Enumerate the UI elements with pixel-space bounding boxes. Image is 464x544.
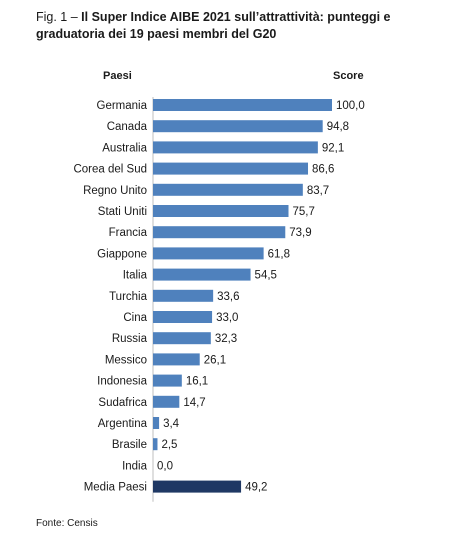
- category-label: Cina: [123, 312, 147, 324]
- bar: [153, 205, 289, 217]
- category-label: Sudafrica: [98, 397, 147, 409]
- data-label: 86,6: [312, 164, 334, 176]
- bar: [153, 268, 251, 281]
- value-column-header: Score: [333, 70, 364, 82]
- source-note: Fonte: Censis: [36, 518, 98, 529]
- category-label: Regno Unito: [83, 185, 147, 197]
- title-prefix: Fig. 1 –: [36, 10, 82, 24]
- bar: [153, 120, 323, 133]
- category-label: Argentina: [98, 418, 148, 430]
- category-label: Germania: [97, 100, 148, 112]
- data-label: 33,0: [216, 312, 238, 324]
- chart-title: Fig. 1 – Il Super Indice AIBE 2021 sull’…: [36, 9, 456, 43]
- data-label: 83,7: [307, 185, 329, 197]
- category-label: Francia: [109, 227, 148, 239]
- data-label: 16,1: [186, 376, 208, 388]
- bar: [153, 353, 200, 366]
- bar: [153, 247, 264, 260]
- bar: [153, 226, 286, 239]
- category-label: Italia: [123, 270, 148, 282]
- category-label: Indonesia: [97, 376, 147, 388]
- data-label: 75,7: [293, 206, 315, 218]
- category-label: Stati Uniti: [98, 206, 147, 218]
- category-label: Russia: [112, 333, 148, 345]
- bar: [153, 332, 211, 345]
- category-label: Messico: [105, 354, 147, 366]
- data-label: 32,3: [215, 333, 237, 345]
- data-label: 92,1: [322, 142, 344, 154]
- bar: [153, 438, 158, 451]
- category-label: India: [122, 460, 148, 472]
- bar: [153, 374, 182, 387]
- bar: [153, 141, 318, 154]
- category-label: Corea del Sud: [73, 164, 147, 176]
- title-text: Il Super Indice AIBE 2021 sull’attrattiv…: [36, 10, 391, 41]
- data-label: 14,7: [183, 397, 205, 409]
- data-label: 33,6: [217, 291, 239, 303]
- data-label: 2,5: [161, 439, 177, 451]
- category-label: Turchia: [109, 291, 148, 303]
- category-label: Australia: [102, 142, 147, 154]
- data-label: 54,5: [255, 270, 277, 282]
- bar: [153, 183, 303, 196]
- data-label: 100,0: [336, 100, 365, 112]
- category-label: Brasile: [112, 439, 147, 451]
- bar: [153, 417, 160, 429]
- data-label: 61,8: [268, 248, 290, 260]
- data-label: 0,0: [157, 460, 173, 472]
- bar: [153, 395, 180, 408]
- data-label: 26,1: [204, 354, 226, 366]
- data-label: 73,9: [289, 227, 311, 239]
- bar: [153, 311, 213, 323]
- bar: [153, 289, 214, 302]
- data-label: 94,8: [327, 121, 349, 133]
- data-label: 3,4: [163, 418, 180, 430]
- category-column-header: Paesi: [103, 70, 132, 82]
- category-label: Media Paesi: [84, 482, 147, 494]
- data-label: 49,2: [245, 482, 267, 494]
- category-label: Canada: [107, 121, 148, 133]
- bar: [153, 162, 309, 175]
- bar: [153, 99, 332, 111]
- category-label: Giappone: [97, 248, 147, 260]
- average-bar: [153, 480, 242, 493]
